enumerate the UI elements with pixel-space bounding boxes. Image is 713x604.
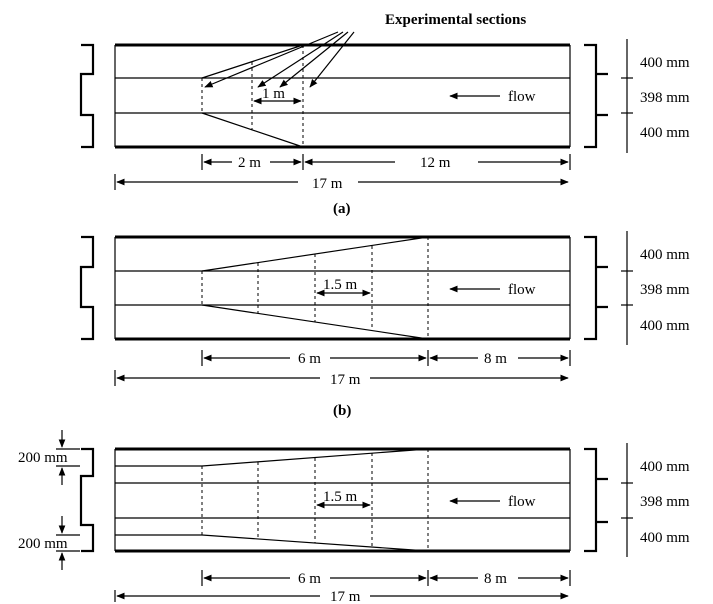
top-width-label: 400 mm (640, 459, 690, 475)
panel-a: 1 m flow 400 mm 398 mm 400 mm 2 m 12 m 1… (79, 39, 690, 217)
panel-b: 1.5 m flow 400 mm 398 mm 400 mm 6 m 8 m … (79, 231, 690, 419)
right-bracket (584, 447, 608, 553)
transition-length-label: 6 m (298, 351, 321, 367)
left-bracket (79, 235, 95, 341)
section-spacing-label: 1.5 m (323, 277, 358, 293)
upstream-length-label: 8 m (484, 351, 507, 367)
middle-width-label: 398 mm (640, 494, 690, 510)
bottom-width-label: 400 mm (640, 318, 690, 334)
upstream-length-label: 8 m (484, 571, 507, 587)
flow-label: flow (508, 494, 536, 510)
upstream-length-label: 12 m (420, 155, 451, 171)
panel-c: 1.5 m flow 200 mm 200 mm 400 mm 398 mm 4… (18, 430, 690, 604)
right-bracket (584, 43, 608, 149)
flow-label: flow (508, 89, 536, 105)
top-width-label: 400 mm (640, 247, 690, 263)
transition-length-label: 6 m (298, 571, 321, 587)
top-width-label: 400 mm (640, 55, 690, 71)
transition-length-label: 2 m (238, 155, 261, 171)
flow-label: flow (508, 282, 536, 298)
total-length-label: 17 m (312, 176, 343, 192)
total-length-label: 17 m (330, 589, 361, 604)
section-spacing-label: 1.5 m (323, 489, 358, 505)
left-bottom-offset-label: 200 mm (18, 536, 68, 552)
total-length-label: 17 m (330, 372, 361, 388)
experimental-sections-pointers (204, 31, 355, 88)
bottom-width-label: 400 mm (640, 125, 690, 141)
experimental-sections-label: Experimental sections (385, 12, 526, 28)
left-top-offset-label: 200 mm (18, 450, 68, 466)
bottom-width-label: 400 mm (640, 530, 690, 546)
left-bracket (79, 447, 95, 553)
middle-width-label: 398 mm (640, 282, 690, 298)
panel-caption: (b) (333, 403, 351, 419)
left-bracket (79, 43, 95, 149)
middle-width-label: 398 mm (640, 90, 690, 106)
right-bracket (584, 235, 608, 341)
section-spacing-label: 1 m (262, 86, 285, 102)
contraction-upper (201, 448, 429, 467)
panel-caption: (a) (333, 201, 351, 217)
contraction-upper (201, 44, 304, 79)
